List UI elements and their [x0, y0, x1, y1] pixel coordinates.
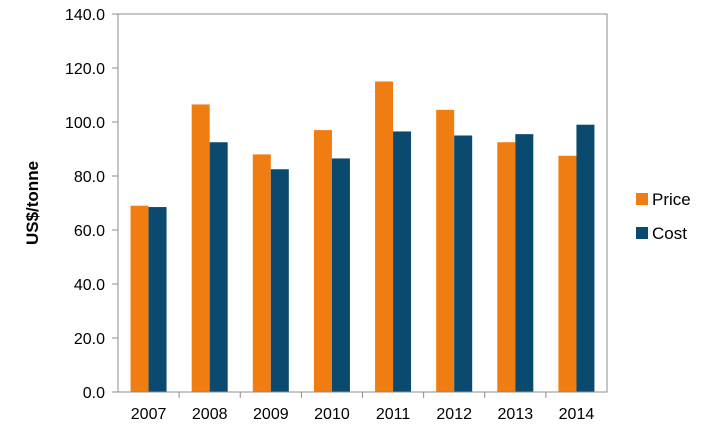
bar-price-2014 — [558, 155, 577, 392]
legend-label-cost: Cost — [652, 224, 687, 243]
legend-swatch-price — [636, 193, 648, 205]
labels-layer: 0.0 20.0 40.0 60.0 80.0 100.0 120.0 140.0 2007 20… — [65, 7, 594, 423]
y-tick-label: 20.0 — [74, 331, 105, 348]
bar-price-2010 — [313, 130, 332, 392]
y-tick-label: 100.0 — [65, 115, 105, 132]
bar-price-2011 — [375, 81, 394, 392]
bar-price-2008 — [191, 104, 210, 392]
x-tick-label: 2008 — [192, 406, 228, 423]
x-tick-label: 2011 — [376, 406, 411, 423]
axis-layer — [112, 13, 608, 398]
x-tick-label: 2007 — [131, 406, 167, 423]
x-tick-label: 2013 — [498, 406, 534, 423]
y-tick-label: 80.0 — [74, 169, 105, 186]
x-tick-label: 2012 — [436, 406, 472, 423]
x-tick-label: 2014 — [559, 406, 595, 423]
bar-cost-2009 — [270, 169, 289, 392]
y-tick-label: 60.0 — [74, 223, 105, 240]
legend: Price Cost — [636, 190, 691, 243]
bar-price-2009 — [252, 154, 271, 392]
y-tick-label: 140.0 — [65, 7, 105, 24]
x-tick-label: 2010 — [314, 406, 350, 423]
plot-area-border — [117, 13, 608, 393]
bar-cost-2012 — [454, 135, 473, 392]
bar-cost-2014 — [576, 124, 595, 392]
y-tick-label: 0.0 — [83, 385, 105, 402]
legend-swatch-cost — [636, 227, 648, 239]
legend-label-price: Price — [652, 190, 691, 209]
bar-cost-2008 — [209, 142, 228, 392]
bar-price-2007 — [130, 205, 149, 392]
y-axis-title: US$/tonne — [23, 161, 42, 245]
bar-cost-2007 — [148, 207, 167, 392]
bar-price-2012 — [436, 109, 455, 392]
bar-cost-2011 — [393, 131, 412, 392]
bars-layer — [130, 81, 595, 392]
y-tick-label: 120.0 — [65, 61, 105, 78]
bar-cost-2010 — [331, 158, 350, 392]
bar-cost-2013 — [515, 134, 534, 392]
bar-price-2013 — [497, 142, 516, 392]
x-tick-label: 2009 — [253, 406, 289, 423]
y-tick-label: 40.0 — [74, 277, 105, 294]
